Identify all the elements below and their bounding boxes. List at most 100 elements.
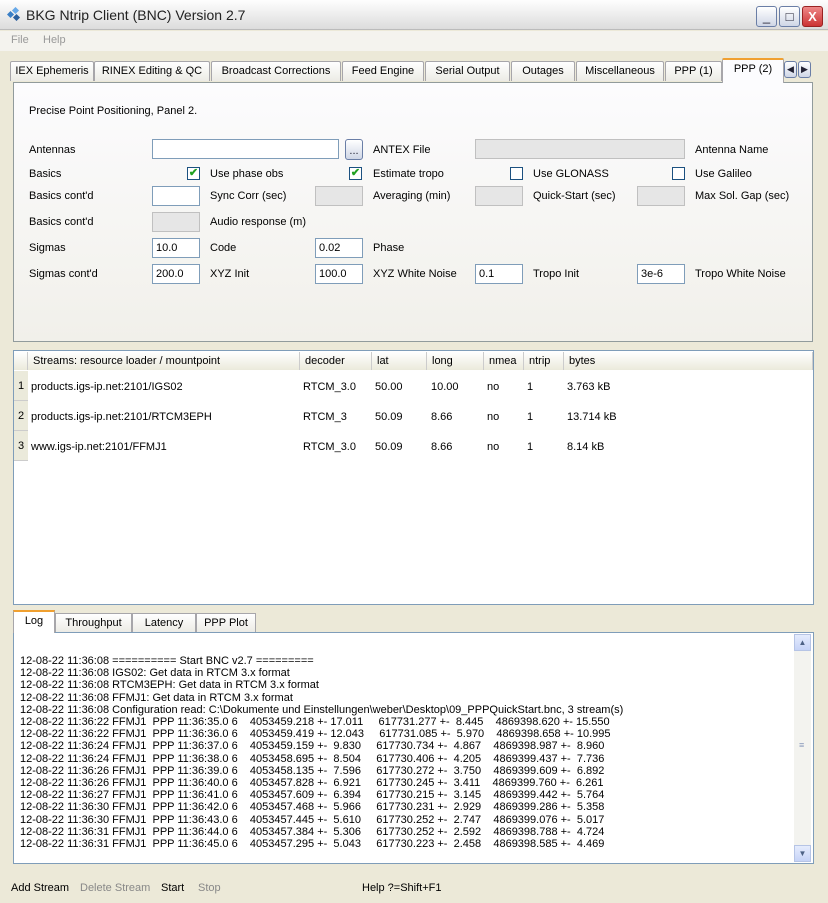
log-text: 12-08-22 11:36:08 ========== Start BNC v…: [20, 655, 623, 850]
minimize-button[interactable]: _: [756, 6, 777, 27]
log-line: 12-08-22 11:36:30 FFMJ1 PPP 11:36:43.0 6…: [20, 813, 605, 826]
averaging-input[interactable]: [315, 186, 363, 206]
sigma-code-input[interactable]: 10.0: [152, 238, 200, 258]
cell-decoder[interactable]: RTCM_3: [303, 411, 347, 423]
cell-decoder[interactable]: RTCM_3.0: [303, 441, 356, 453]
cell-long[interactable]: 10.00: [431, 381, 459, 393]
scroll-up-button[interactable]: ▲: [794, 634, 811, 651]
tab-ppp-plot[interactable]: PPP Plot: [196, 613, 256, 632]
row-number[interactable]: 3: [14, 431, 28, 461]
log-line: 12-08-22 11:36:08 RTCM3EPH: Get data in …: [20, 679, 319, 692]
tab-throughput[interactable]: Throughput: [55, 613, 132, 632]
tab-rinex-ephemeris[interactable]: IEX Ephemeris: [10, 61, 94, 81]
cell-decoder[interactable]: RTCM_3.0: [303, 381, 356, 393]
cell-bytes[interactable]: 3.763 kB: [567, 381, 611, 393]
xyz-white-noise-input[interactable]: 100.0: [315, 264, 363, 284]
tab-latency[interactable]: Latency: [132, 613, 196, 632]
tab-ppp-2[interactable]: PPP (2): [722, 58, 784, 83]
scroll-down-button[interactable]: ▼: [794, 845, 811, 862]
sync-corr-input[interactable]: [152, 186, 200, 206]
cell-lat[interactable]: 50.09: [375, 441, 403, 453]
tab-log[interactable]: Log: [13, 610, 55, 633]
use-glonass-checkbox[interactable]: [510, 167, 523, 180]
tab-miscellaneous[interactable]: Miscellaneous: [576, 61, 664, 81]
use-galileo-checkbox[interactable]: [672, 167, 685, 180]
tab-serial-output[interactable]: Serial Output: [425, 61, 510, 81]
cell-ntrip[interactable]: 1: [527, 441, 534, 453]
cell-ntrip[interactable]: 1: [527, 381, 534, 393]
streams-table: [13, 350, 814, 605]
table-corner: [14, 352, 28, 370]
tab-ppp-1[interactable]: PPP (1): [665, 61, 722, 81]
antex-file-label: ANTEX File: [373, 144, 431, 156]
log-line: 12-08-22 11:36:26 FFMJ1 PPP 11:36:40.0 6…: [20, 777, 604, 790]
cell-mount[interactable]: www.igs-ip.net:2101/FFMJ1: [31, 441, 167, 453]
cell-nmea[interactable]: no: [487, 381, 500, 393]
cell-mount[interactable]: products.igs-ip.net:2101/RTCM3EPH: [31, 411, 212, 423]
quick-start-input[interactable]: [475, 186, 523, 206]
browse-antex-button[interactable]: ...: [345, 139, 363, 160]
sync-corr-label: Sync Corr (sec): [210, 190, 287, 202]
column-header-decoder[interactable]: decoder: [300, 352, 372, 370]
tropo-init-input[interactable]: 0.1: [475, 264, 523, 284]
tab-broadcast-corrections[interactable]: Broadcast Corrections: [211, 61, 341, 81]
scrollbar-grip-icon: ≡: [799, 740, 805, 750]
tropo-white-noise-label: Tropo White Noise: [695, 268, 786, 280]
column-header-mountpoint[interactable]: Streams: resource loader / mountpoint: [28, 352, 300, 370]
add-stream-button[interactable]: Add Stream: [11, 882, 70, 894]
stop-button[interactable]: Stop: [198, 882, 221, 894]
menu-file[interactable]: File: [11, 34, 29, 46]
log-line: 12-08-22 11:36:26 FFMJ1 PPP 11:36:39.0 6…: [20, 764, 605, 777]
use-glonass-label: Use GLONASS: [533, 168, 609, 180]
close-button[interactable]: X: [802, 6, 823, 27]
cell-ntrip[interactable]: 1: [527, 411, 534, 423]
start-button[interactable]: Start: [161, 882, 185, 894]
row-number[interactable]: 1: [14, 371, 28, 401]
column-header-lat[interactable]: lat: [372, 352, 427, 370]
column-header-nmea[interactable]: nmea: [484, 352, 524, 370]
log-area[interactable]: [13, 632, 814, 864]
row-number[interactable]: 2: [14, 401, 28, 431]
basics-label: Basics: [29, 168, 62, 180]
tab-feed-engine[interactable]: Feed Engine: [342, 61, 424, 81]
cell-mount[interactable]: products.igs-ip.net:2101/IGS02: [31, 381, 183, 393]
sigma-phase-input[interactable]: 0.02: [315, 238, 363, 258]
xyz-init-input[interactable]: 200.0: [152, 264, 200, 284]
tab-scroll-right-button[interactable]: ▶: [798, 61, 811, 78]
cell-nmea[interactable]: no: [487, 411, 500, 423]
antex-file-input[interactable]: [475, 139, 685, 159]
tropo-white-noise-input[interactable]: 3e-6: [637, 264, 685, 284]
sigma-phase-label: Phase: [373, 242, 405, 254]
tab-outages[interactable]: Outages: [511, 61, 575, 81]
basics-contd2-label: Basics cont'd: [29, 216, 94, 228]
sigmas-contd-label: Sigmas cont'd: [29, 268, 98, 280]
column-header-bytes[interactable]: bytes: [564, 352, 813, 370]
use-galileo-label: Use Galileo: [695, 168, 752, 180]
cell-lat[interactable]: 50.00: [375, 381, 403, 393]
cell-lat[interactable]: 50.09: [375, 411, 403, 423]
tab-scroll-left-button[interactable]: ◀: [784, 61, 797, 78]
tab-rinex-editing[interactable]: RINEX Editing & QC: [94, 61, 210, 81]
cell-long[interactable]: 8.66: [431, 441, 453, 453]
maximize-button[interactable]: □: [779, 6, 800, 27]
estimate-tropo-checkbox[interactable]: ✔: [349, 167, 362, 180]
window-title: BKG Ntrip Client (BNC) Version 2.7: [26, 7, 246, 23]
menu-help[interactable]: Help: [43, 34, 66, 46]
max-sol-gap-label: Max Sol. Gap (sec): [695, 190, 790, 202]
use-phase-obs-checkbox[interactable]: ✔: [187, 167, 200, 180]
delete-stream-button[interactable]: Delete Stream: [80, 882, 151, 894]
cell-long[interactable]: 8.66: [431, 411, 453, 423]
cell-nmea[interactable]: no: [487, 441, 500, 453]
cell-bytes[interactable]: 13.714 kB: [567, 411, 617, 423]
cell-bytes[interactable]: 8.14 kB: [567, 441, 605, 453]
log-line: 12-08-22 11:36:08 ========== Start BNC v…: [20, 655, 314, 667]
sigmas-label: Sigmas: [29, 242, 66, 254]
max-sol-gap-input[interactable]: [637, 186, 685, 206]
audio-response-input[interactable]: [152, 212, 200, 232]
log-scrollbar[interactable]: [794, 634, 811, 862]
antennas-input[interactable]: [152, 139, 339, 159]
column-header-long[interactable]: long: [427, 352, 484, 370]
column-header-ntrip[interactable]: ntrip: [524, 352, 564, 370]
log-line: 12-08-22 11:36:24 FFMJ1 PPP 11:36:37.0 6…: [20, 740, 605, 753]
estimate-tropo-label: Estimate tropo: [373, 168, 444, 180]
